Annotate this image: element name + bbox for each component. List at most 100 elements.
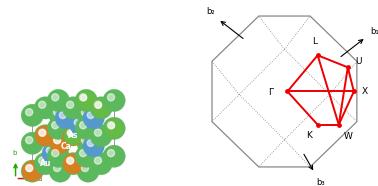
Text: W: W — [343, 132, 352, 141]
Text: b₂: b₂ — [206, 7, 215, 16]
Text: K: K — [306, 131, 311, 140]
Circle shape — [81, 137, 88, 144]
Point — [314, 123, 321, 126]
Circle shape — [26, 165, 33, 171]
Point — [351, 90, 357, 93]
Circle shape — [21, 132, 43, 154]
Circle shape — [87, 140, 94, 146]
Circle shape — [42, 143, 64, 164]
Circle shape — [103, 117, 125, 140]
Text: U: U — [355, 57, 362, 66]
Circle shape — [107, 150, 115, 157]
Circle shape — [54, 164, 60, 171]
Circle shape — [34, 125, 56, 147]
Circle shape — [94, 101, 102, 108]
Circle shape — [83, 107, 104, 129]
Circle shape — [90, 125, 112, 147]
Circle shape — [54, 137, 60, 144]
Circle shape — [90, 153, 112, 175]
Circle shape — [39, 157, 46, 164]
Circle shape — [77, 160, 99, 182]
Circle shape — [94, 129, 102, 136]
Circle shape — [54, 137, 60, 144]
Point — [345, 66, 351, 69]
Circle shape — [26, 109, 33, 116]
Circle shape — [47, 145, 70, 167]
Circle shape — [22, 161, 42, 181]
Circle shape — [81, 164, 88, 171]
Circle shape — [39, 130, 46, 136]
Circle shape — [59, 112, 66, 118]
Circle shape — [70, 115, 91, 136]
Text: Ca: Ca — [60, 142, 71, 150]
Circle shape — [81, 109, 88, 116]
Text: Au: Au — [40, 159, 51, 168]
Circle shape — [92, 99, 110, 117]
Circle shape — [68, 130, 74, 136]
Text: X: X — [361, 87, 367, 96]
Point — [336, 123, 342, 126]
Circle shape — [79, 94, 87, 101]
Circle shape — [50, 133, 70, 153]
Circle shape — [90, 97, 112, 119]
Text: $\Gamma$: $\Gamma$ — [268, 86, 276, 97]
Circle shape — [46, 147, 53, 154]
Circle shape — [49, 160, 71, 182]
Circle shape — [21, 104, 43, 126]
Point — [284, 90, 290, 93]
Circle shape — [107, 94, 115, 101]
Circle shape — [77, 104, 99, 126]
Circle shape — [62, 97, 84, 119]
Circle shape — [105, 119, 124, 138]
Circle shape — [47, 89, 70, 112]
Circle shape — [39, 101, 46, 108]
Circle shape — [74, 119, 81, 126]
Circle shape — [94, 157, 102, 164]
Text: As: As — [68, 131, 78, 140]
Circle shape — [54, 109, 60, 116]
Circle shape — [67, 158, 74, 164]
Circle shape — [34, 97, 56, 119]
Circle shape — [52, 94, 59, 101]
Circle shape — [47, 117, 70, 140]
Circle shape — [75, 145, 98, 167]
Circle shape — [52, 122, 59, 129]
Circle shape — [83, 135, 104, 157]
Circle shape — [67, 101, 74, 108]
Circle shape — [96, 102, 101, 108]
Circle shape — [49, 132, 71, 154]
Text: b₃: b₃ — [316, 177, 325, 186]
Circle shape — [79, 150, 87, 157]
Text: b: b — [12, 150, 17, 156]
Text: b₁: b₁ — [370, 27, 378, 36]
Text: a: a — [38, 177, 42, 182]
Circle shape — [87, 112, 94, 118]
Circle shape — [103, 145, 125, 167]
Circle shape — [62, 153, 84, 175]
Circle shape — [63, 153, 84, 174]
Circle shape — [49, 104, 71, 126]
Circle shape — [26, 164, 33, 171]
Circle shape — [26, 137, 33, 144]
Circle shape — [103, 89, 125, 112]
Circle shape — [108, 123, 115, 129]
Circle shape — [34, 153, 56, 175]
Point — [314, 54, 321, 57]
Circle shape — [77, 91, 96, 110]
Text: L: L — [312, 37, 317, 46]
Circle shape — [67, 130, 74, 136]
Circle shape — [75, 117, 98, 140]
Circle shape — [63, 126, 84, 146]
Circle shape — [64, 126, 82, 145]
Circle shape — [79, 122, 87, 129]
Circle shape — [35, 126, 56, 146]
Circle shape — [52, 150, 59, 157]
Circle shape — [75, 89, 98, 112]
Circle shape — [21, 160, 43, 182]
Circle shape — [77, 132, 99, 154]
Circle shape — [55, 107, 77, 129]
Circle shape — [81, 95, 87, 101]
Circle shape — [39, 129, 46, 136]
Circle shape — [107, 122, 115, 129]
Circle shape — [67, 157, 74, 164]
